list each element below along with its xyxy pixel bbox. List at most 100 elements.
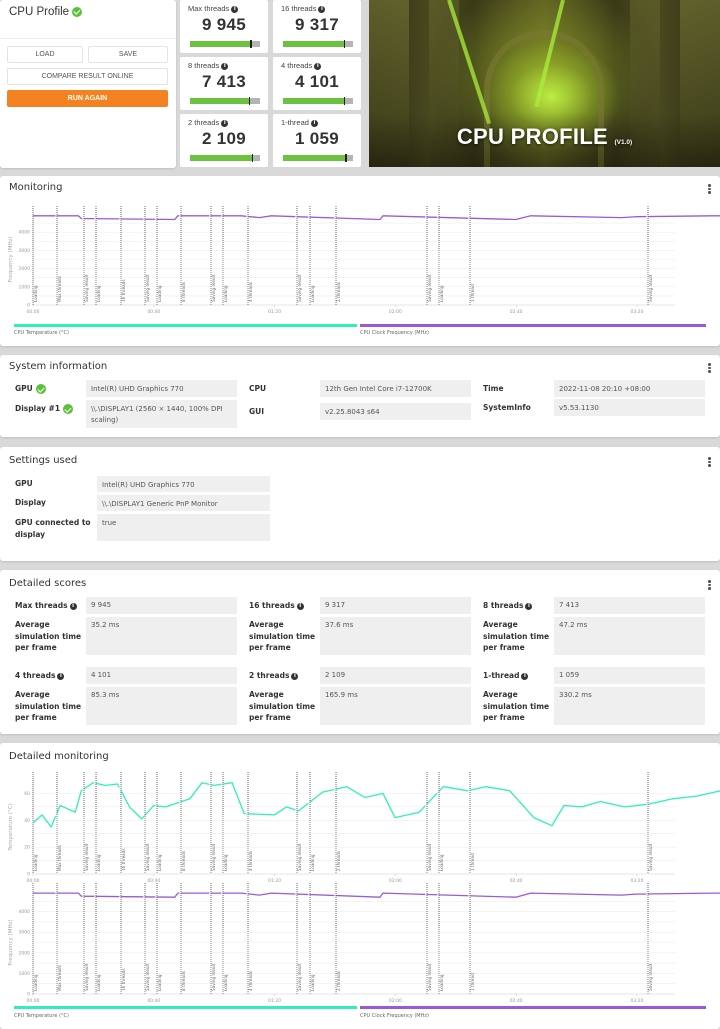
check-icon	[72, 6, 83, 17]
section-title: Settings used	[9, 455, 78, 466]
info-icon[interactable]: i	[521, 672, 529, 680]
more-options-icon[interactable]	[708, 184, 711, 195]
legend-temperature-bar[interactable]	[14, 1006, 357, 1009]
x-tick-label: 03:20	[631, 878, 644, 884]
score-bar	[283, 40, 353, 48]
y-tick-label: 40	[24, 818, 30, 824]
phase-marker-label: 2 threads	[336, 971, 341, 991]
settings-display-label: Display	[15, 498, 46, 507]
legend-temperature-label: CPU Temperature (°C)	[14, 330, 69, 336]
settings-display-value: \\.\DISPLAY1 Generic PnP Monitor	[97, 495, 270, 511]
phase-marker-label: Saving result	[211, 963, 216, 991]
compare-result-online-button[interactable]: COMPARE RESULT ONLINE	[7, 68, 168, 85]
monitoring-panel: Monitoring 0 1000 2000 3000 4000 Frequency (M…	[0, 176, 720, 346]
x-tick-label: 01:20	[268, 309, 281, 315]
phase-marker-label: Loading	[223, 854, 228, 871]
save-button[interactable]: SAVE	[88, 46, 168, 63]
y-tick-label: 3000	[19, 248, 31, 254]
avg-sim-time-value: 165.9 ms	[320, 687, 471, 725]
score-tile-label: 4 threads i	[281, 61, 322, 70]
info-icon[interactable]: i	[296, 602, 304, 610]
info-icon[interactable]: i	[291, 672, 299, 680]
score-tile-label: 1-thread i	[281, 118, 318, 127]
info-icon[interactable]: i	[318, 5, 326, 13]
x-tick-label: 00:40	[147, 998, 160, 1004]
phase-marker-label: Saving result	[145, 274, 150, 302]
phase-marker-label: Saving result	[84, 963, 89, 991]
sysinfo-cpu-label: CPU	[249, 384, 267, 393]
more-options-icon[interactable]	[708, 363, 711, 374]
avg-sim-time-label: Average simulation time per frame	[483, 620, 550, 652]
phase-marker-label: Loading	[439, 974, 444, 991]
phase-marker-label: Loading	[310, 854, 315, 871]
score-bar-fill	[283, 98, 344, 104]
y-tick-label: 60	[24, 791, 30, 797]
info-icon[interactable]: i	[221, 119, 229, 127]
section-title: Detailed scores	[9, 578, 87, 589]
info-icon[interactable]: i	[69, 602, 77, 610]
x-tick-label: 00:00	[27, 998, 40, 1004]
score-tile: 2 threads i 2 109	[180, 114, 268, 167]
divider	[0, 38, 176, 39]
y-tick-label: 4000	[19, 909, 31, 915]
y-tick-label: 1000	[19, 971, 31, 977]
info-icon[interactable]: i	[221, 62, 229, 70]
more-options-icon[interactable]	[708, 457, 711, 468]
score-bar-fill	[283, 155, 346, 161]
run-again-button[interactable]: RUN AGAIN	[7, 90, 168, 107]
info-icon[interactable]: i	[310, 119, 318, 127]
info-icon[interactable]: i	[231, 5, 239, 13]
x-tick-label: 02:00	[389, 309, 402, 315]
legend-frequency-bar[interactable]	[360, 324, 706, 327]
y-tick-label: 2000	[19, 950, 31, 956]
phase-marker-label: Loading	[223, 974, 228, 991]
legend-frequency-bar[interactable]	[360, 1006, 706, 1009]
sysinfo-systeminfo-value: v5.53.1130	[554, 399, 705, 416]
phase-marker-label: Loading	[310, 974, 315, 991]
score-value: 9 945	[86, 597, 237, 614]
info-icon[interactable]: i	[525, 602, 533, 610]
score-bar	[283, 154, 353, 162]
phase-marker-label: Loading	[157, 285, 162, 302]
phase-marker-label: Loading	[33, 854, 38, 871]
legend-temperature-bar[interactable]	[14, 324, 357, 327]
y-axis-label: Frequency (MHz)	[8, 236, 14, 282]
more-options-icon[interactable]	[708, 580, 711, 591]
score-label: 8 threads i	[483, 600, 533, 612]
phase-marker-label: Saving result	[297, 963, 302, 991]
phase-marker-label: Saving result	[648, 963, 653, 991]
phase-marker-label: Loading	[96, 285, 101, 302]
settings-gpu-value: Intel(R) UHD Graphics 770	[97, 476, 270, 492]
info-icon[interactable]: i	[314, 62, 322, 70]
score-tile-label: 2 threads i	[188, 118, 229, 127]
hero-arch	[484, 30, 604, 167]
phase-marker-label: 2 threads	[336, 282, 341, 302]
phase-marker-label: 4 threads	[248, 971, 253, 991]
x-tick-label: 02:40	[510, 878, 523, 884]
phase-marker-label: 8 threads	[181, 282, 186, 302]
info-icon[interactable]: i	[57, 672, 65, 680]
score-value: 4 101	[86, 667, 237, 684]
score-value: 7 413	[554, 597, 705, 614]
sysinfo-gpu-label: GPU	[15, 383, 46, 395]
hero-pillar	[369, 0, 409, 167]
y-tick-label: 3000	[19, 930, 31, 936]
x-tick-label: 03:20	[631, 309, 644, 315]
phase-marker-label: Loading	[96, 974, 101, 991]
phase-marker-label: 1 thread	[470, 853, 475, 871]
avg-sim-time-value: 85.3 ms	[86, 687, 237, 725]
sysinfo-display-value: \\.\DISPLAY1 (2560 × 1440, 100% DPI scal…	[86, 400, 237, 428]
score-bar-marker	[343, 40, 346, 48]
sysinfo-gui-label: GUI	[249, 407, 265, 416]
avg-sim-time-label: Average simulation time per frame	[15, 690, 82, 722]
score-bar-marker	[250, 40, 252, 48]
hero-shade	[369, 112, 720, 167]
score-label: 2 threads i	[249, 670, 299, 682]
score-tile: 16 threads i 9 317	[273, 0, 361, 53]
score-label: 16 threads i	[249, 600, 304, 612]
score-bar	[190, 154, 260, 162]
load-button[interactable]: LOAD	[7, 46, 83, 63]
x-tick-label: 02:00	[389, 878, 402, 884]
phase-marker-label: Loading	[310, 285, 315, 302]
hero-title: CPU PROFILE (V1.0)	[456, 124, 633, 149]
